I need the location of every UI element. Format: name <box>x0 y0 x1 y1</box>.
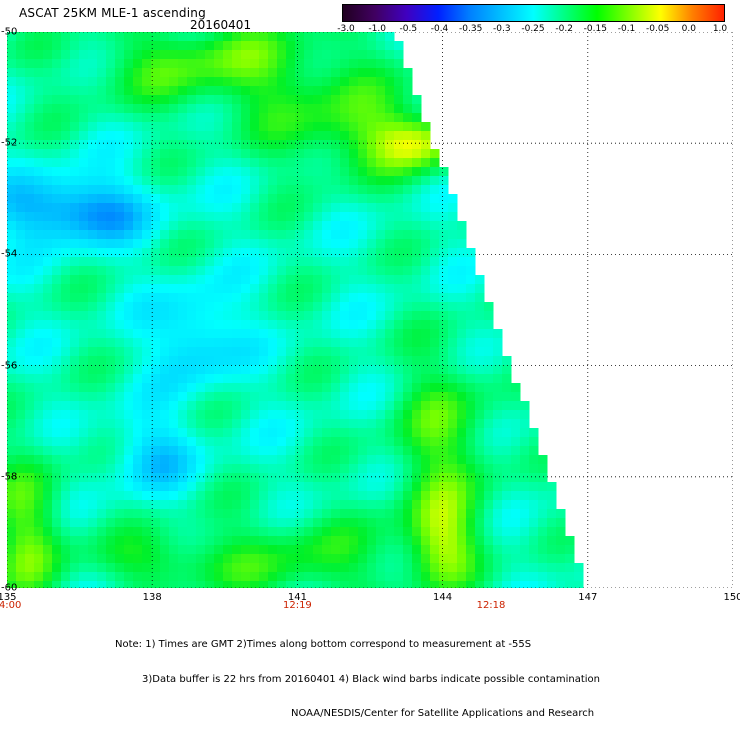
latitude-label: -56 <box>1 360 18 372</box>
time-label: 14:00 <box>0 600 22 611</box>
longitude-label: 147 <box>578 592 598 603</box>
color-scale-bar <box>342 4 725 22</box>
time-label: 12:18 <box>476 600 506 611</box>
map-gridlines <box>7 32 733 588</box>
longitude-label: 141 <box>287 592 307 603</box>
longitude-label: 144 <box>433 592 453 603</box>
wind-field-cells <box>7 32 584 588</box>
latitude-label: -52 <box>1 137 18 149</box>
note-line-2: 3)Data buffer is 22 hrs from 20160401 4)… <box>142 673 600 685</box>
footnotes: Note: 1) Times are GMT 2)Times along bot… <box>115 616 600 731</box>
note-line-3: NOAA/NESDIS/Center for Satellite Applica… <box>291 708 595 719</box>
color-scale-gradient <box>343 5 724 21</box>
longitude-label: 138 <box>142 592 162 603</box>
map-title: ASCAT 25KM MLE-1 ascending <box>19 6 206 20</box>
longitude-label: 135 <box>0 592 17 603</box>
map-date: 20160401 <box>190 18 252 32</box>
longitude-label: 150 <box>723 592 740 603</box>
wind-map-plot <box>7 32 733 588</box>
latitude-label: -50 <box>1 26 18 38</box>
latitude-label: -58 <box>1 471 18 483</box>
time-label: 12:19 <box>282 600 312 611</box>
note-line-1: Note: 1) Times are GMT 2)Times along bot… <box>115 639 532 650</box>
latitude-label: -60 <box>1 582 18 594</box>
latitude-label: -54 <box>1 248 18 260</box>
